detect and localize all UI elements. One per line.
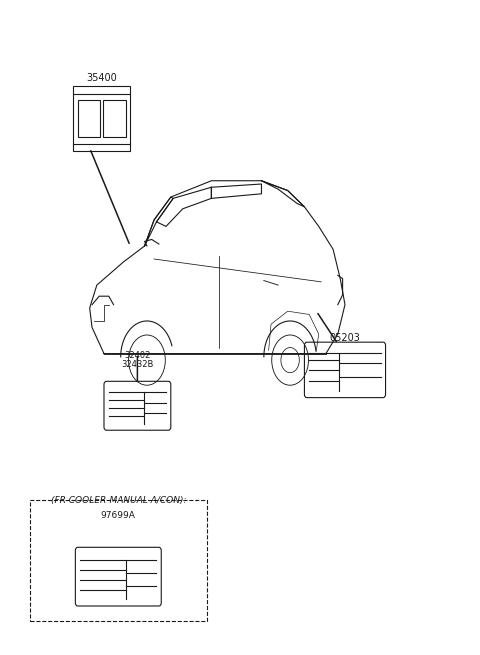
Text: 97699A: 97699A bbox=[101, 512, 136, 521]
Text: (FR COOLER-MANUAL A/CON):: (FR COOLER-MANUAL A/CON): bbox=[50, 496, 186, 505]
Text: 35400: 35400 bbox=[86, 73, 117, 83]
Text: 32432B: 32432B bbox=[121, 360, 154, 369]
Bar bbox=[103, 100, 126, 138]
Bar bbox=[73, 86, 130, 151]
Bar bbox=[78, 100, 100, 138]
Text: 05203: 05203 bbox=[330, 333, 360, 343]
Text: 32402: 32402 bbox=[124, 351, 151, 360]
